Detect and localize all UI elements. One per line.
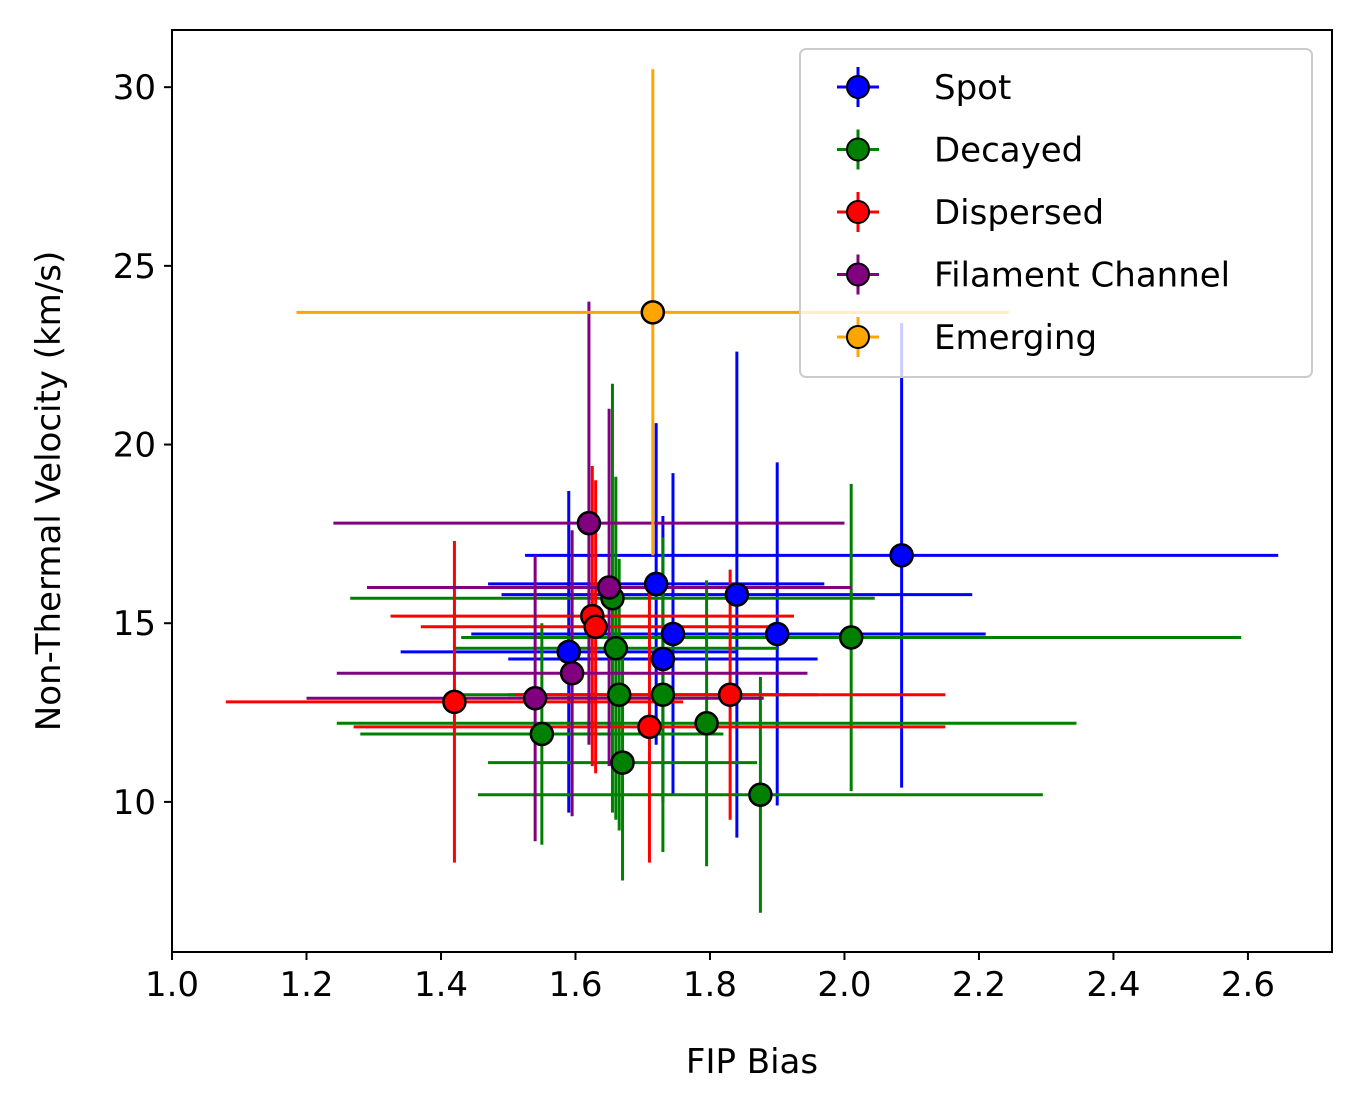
legend-marker (846, 262, 870, 287)
data-point (606, 682, 632, 707)
legend: Spot Decayed Dispersed Filament Channel Emer… (799, 48, 1313, 378)
data-point (583, 614, 608, 640)
legend-label: Emerging (934, 318, 1097, 358)
data-point (838, 625, 864, 650)
legend-label: Filament Channel (934, 256, 1230, 296)
legend-label: Spot (934, 68, 1011, 108)
legend-box (799, 48, 1313, 378)
x-tick-label: 2.6 (1221, 965, 1275, 1005)
data-point (643, 571, 669, 597)
data-point (717, 682, 743, 707)
data-point (442, 689, 467, 715)
y-tick-label: 10 (113, 783, 156, 823)
x-tick-label: 2.2 (952, 965, 1006, 1005)
x-tick-label: 1.2 (279, 965, 333, 1005)
legend-entry: Filament Channel (837, 254, 1230, 296)
legend-entry: Emerging (837, 317, 1097, 358)
data-point (556, 639, 582, 665)
x-axis-ticks: 1.0 1.2 1.4 1.6 1.8 2.0 2.2 2.4 2.6 (145, 952, 1275, 1005)
y-axis-label: Non-Thermal Velocity (km/s) (29, 251, 69, 731)
plot-frame (171, 29, 1333, 953)
data-point (748, 782, 773, 808)
data-point (764, 621, 790, 647)
legend-marker (846, 75, 870, 99)
x-tick-label: 1.6 (548, 965, 602, 1005)
data-point (724, 582, 750, 607)
data-point (529, 721, 555, 747)
data-point (889, 543, 914, 568)
x-tick-label: 2.0 (817, 965, 871, 1005)
legend-label: Decayed (934, 131, 1083, 171)
y-tick-label: 20 (113, 426, 156, 466)
data-point (576, 510, 602, 536)
y-axis-ticks: 10 15 20 25 30 (113, 68, 172, 823)
x-axis-label: FIP Bias (686, 1042, 818, 1082)
marker-layer (442, 300, 914, 808)
data-point (559, 661, 585, 686)
y-tick-label: 25 (113, 247, 156, 287)
legend-entry: Dispersed (837, 192, 1104, 233)
x-tick-label: 1.0 (145, 965, 199, 1005)
legend-marker (846, 137, 870, 162)
x-tick-label: 1.8 (683, 965, 737, 1005)
data-point (610, 750, 635, 775)
data-point (640, 300, 666, 325)
legend-label: Dispersed (934, 193, 1104, 233)
data-point (650, 646, 676, 672)
legend-entry: Decayed (837, 129, 1083, 171)
legend-entry: Spot (837, 67, 1011, 108)
data-point (522, 686, 548, 711)
legend-marker (846, 200, 870, 224)
x-tick-label: 2.4 (1086, 965, 1140, 1005)
data-point (660, 621, 686, 647)
data-point (650, 682, 676, 707)
y-tick-label: 30 (113, 68, 156, 108)
x-tick-label: 1.4 (414, 965, 468, 1005)
y-tick-label: 15 (113, 604, 156, 644)
legend-marker (846, 325, 870, 349)
data-point (637, 714, 662, 740)
data-point (694, 711, 719, 736)
data-point (603, 635, 629, 661)
data-point (596, 575, 622, 600)
